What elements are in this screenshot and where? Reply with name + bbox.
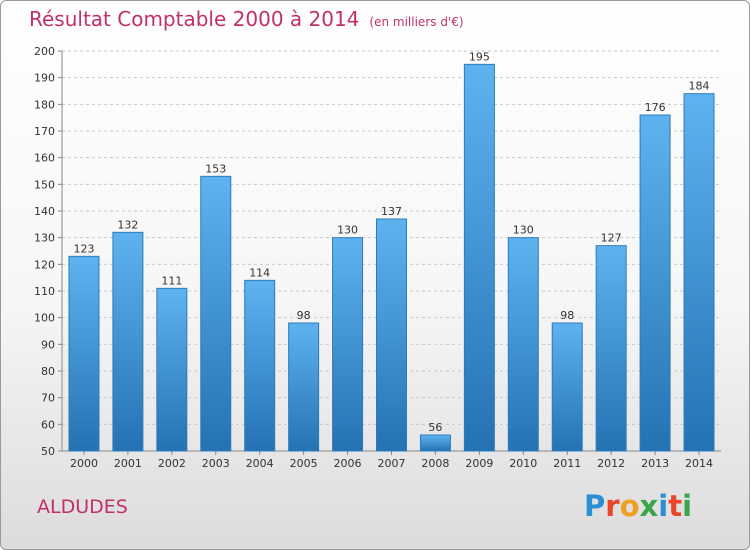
bar-2009	[463, 63, 495, 452]
bar-2007	[376, 218, 407, 452]
x-tick-label: 2014	[685, 457, 713, 470]
y-tick-label: 160	[34, 152, 55, 165]
bar-2014	[683, 93, 715, 452]
x-tick-label: 2008	[421, 457, 449, 470]
data-label: 137	[381, 205, 402, 218]
data-labels: 123 132 111 153 114 98 130 137 56 195 130 98 127 176 1…	[73, 50, 709, 434]
data-label: 130	[337, 224, 358, 237]
data-label: 127	[601, 232, 622, 245]
y-tick-label: 100	[34, 312, 55, 325]
y-tick-label: 200	[34, 45, 55, 58]
y-tick-label: 110	[34, 285, 55, 298]
logo-letter: P	[584, 489, 606, 523]
logo-letter: r	[605, 489, 620, 523]
data-label: 153	[205, 162, 226, 175]
data-label: 98	[560, 309, 574, 322]
y-tick-label: 170	[34, 125, 55, 138]
data-label: 98	[297, 309, 311, 322]
logo-letter: x	[639, 489, 659, 523]
bar-2000	[68, 255, 100, 452]
y-tick-label: 190	[34, 72, 55, 85]
data-label: 56	[428, 421, 442, 434]
axes: 50 60 70 80 90 100 110 120 130 140 150 160 170 180 190…	[34, 45, 721, 470]
data-label: 176	[645, 101, 666, 114]
bar-2004	[244, 279, 276, 452]
y-tick-label: 120	[34, 258, 55, 271]
y-tick-label: 80	[41, 365, 55, 378]
x-tick-label: 2003	[202, 457, 230, 470]
proxiti-logo[interactable]: Proxiti	[584, 489, 692, 523]
data-label: 132	[117, 218, 138, 231]
logo-letter: o	[619, 489, 640, 523]
data-label: 184	[689, 80, 710, 93]
bar-2010	[507, 237, 539, 452]
data-label: 111	[161, 274, 182, 287]
data-label: 130	[513, 224, 534, 237]
x-tick-label: 2010	[509, 457, 537, 470]
y-tick-label: 140	[34, 205, 55, 218]
bar-2005	[288, 322, 320, 452]
x-tick-label: 2006	[334, 457, 362, 470]
chart-title-unit: (en milliers d'€)	[369, 15, 464, 29]
data-label: 114	[249, 266, 270, 279]
y-tick-label: 90	[41, 338, 55, 351]
logo-letter: i	[658, 489, 669, 523]
bar-2012	[595, 245, 627, 452]
commune-name: ALDUDES	[37, 496, 128, 518]
bar-2001	[112, 231, 144, 452]
logo-letter: i	[682, 489, 693, 523]
x-tick-label: 2004	[246, 457, 274, 470]
y-tick-label: 60	[41, 418, 55, 431]
y-tick-label: 50	[41, 445, 55, 458]
y-tick-label: 180	[34, 98, 55, 111]
x-tick-label: 2012	[597, 457, 625, 470]
bar-2008	[419, 434, 451, 452]
y-tick-label: 130	[34, 232, 55, 245]
x-tick-label: 2002	[158, 457, 186, 470]
x-tick-label: 2013	[641, 457, 669, 470]
bar-2003	[200, 175, 232, 452]
x-tick-label: 2005	[290, 457, 318, 470]
x-tick-label: 2011	[553, 457, 581, 470]
bar-2013	[639, 114, 671, 452]
x-tick-label: 2009	[465, 457, 493, 470]
bar-2006	[332, 237, 364, 452]
logo-letter: t	[668, 489, 683, 523]
bars	[68, 63, 715, 452]
x-tick-label: 2000	[70, 457, 98, 470]
data-label: 195	[469, 50, 490, 63]
x-tick-label: 2007	[378, 457, 406, 470]
chart-title: Résultat Comptable 2000 à 2014 (en millie…	[29, 7, 464, 31]
bar-2011	[551, 322, 583, 452]
chart-title-main: Résultat Comptable 2000 à 2014	[29, 7, 360, 31]
x-tick-label: 2001	[114, 457, 142, 470]
y-tick-label: 150	[34, 178, 55, 191]
y-tick-label: 70	[41, 392, 55, 405]
data-label: 123	[73, 242, 94, 255]
bar-2002	[156, 287, 188, 452]
